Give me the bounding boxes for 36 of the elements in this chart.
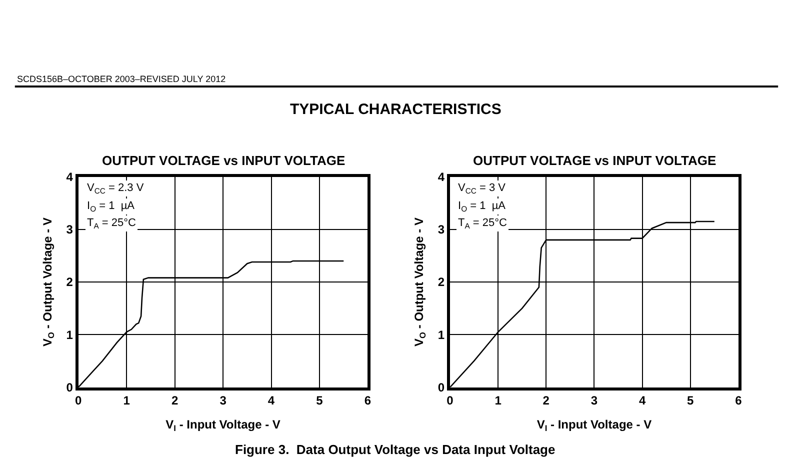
annotation: V$_{CC}$ = 2.3 V	[87, 182, 144, 196]
y-tick-label: 1	[438, 328, 445, 342]
caption: Figure 3. Data Output Voltage vs Data Input Voltage	[235, 442, 556, 457]
x-tick-label: 3	[590, 394, 598, 408]
x-tick-label: 2	[542, 394, 550, 408]
x-tick-label: 1	[494, 394, 502, 408]
annotation: V$_{CC}$ = 3 V	[458, 182, 506, 196]
x-tick-label: 5	[687, 394, 694, 408]
text: TYPICAL CHARACTERISTICS	[290, 101, 502, 118]
x-tick-label: 0	[446, 394, 454, 408]
chart-title: OUTPUT VOLTAGE vs INPUT VOLTAGE	[473, 153, 716, 168]
y-tick-label: 3	[438, 222, 445, 237]
y-tick-label: 4	[66, 170, 74, 184]
x-tick-label: 2	[171, 394, 178, 408]
annotation: T$_{A}$ = 25°C	[458, 217, 508, 230]
x-axis-title: V$_{I}$ - Input Voltage - V	[536, 418, 652, 434]
y-tick-label: 0	[66, 380, 74, 394]
y-tick-label: 4	[438, 170, 445, 184]
annotation: T$_{A}$ = 25°C	[87, 217, 136, 230]
annotation: I$_{O}$ = 1 µA	[458, 200, 506, 214]
y-tick-label: 2	[438, 275, 445, 290]
x-tick-label: 6	[364, 394, 372, 408]
y-tick-label: 1	[66, 328, 74, 342]
x-tick-label: 3	[220, 394, 227, 408]
x-tick-label: 1	[123, 394, 130, 408]
x-axis-title: V$_{I}$ - Input Voltage - V	[166, 418, 280, 434]
text: SCDS156B–OCTOBER 2003–REVISED JULY 2012	[17, 74, 226, 84]
x-tick-label: 4	[268, 394, 275, 408]
y-tick-label: 0	[438, 380, 445, 394]
y-tick-label: 3	[66, 222, 74, 237]
annotation: I$_{O}$ = 1 µA	[87, 200, 136, 214]
x-tick-label: 6	[735, 394, 742, 408]
y-tick-label: 2	[66, 275, 74, 290]
chart-title: OUTPUT VOLTAGE vs INPUT VOLTAGE	[102, 153, 346, 168]
x-tick-label: 4	[638, 394, 646, 408]
x-tick-label: 5	[316, 394, 324, 408]
